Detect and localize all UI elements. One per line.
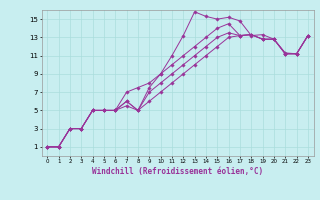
X-axis label: Windchill (Refroidissement éolien,°C): Windchill (Refroidissement éolien,°C) — [92, 167, 263, 176]
